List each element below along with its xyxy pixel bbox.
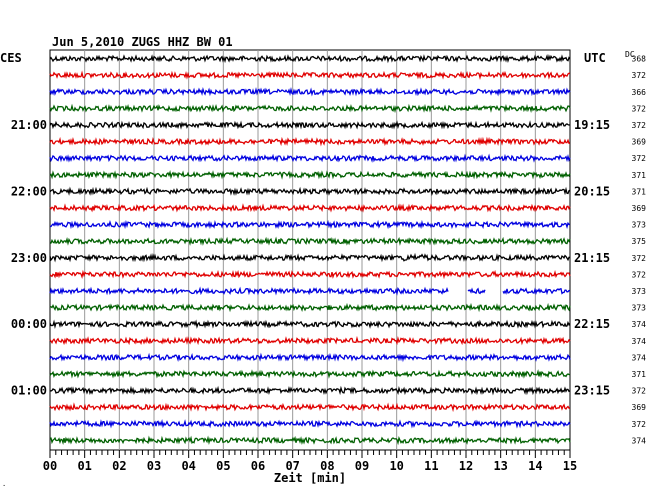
trace-row-4 xyxy=(49,120,571,130)
dc-value: 368 xyxy=(632,55,647,64)
right-time-label: 20:15 xyxy=(574,184,610,198)
trace-row-5 xyxy=(49,136,571,147)
right-time-label: 23:15 xyxy=(574,384,610,398)
dc-value: 375 xyxy=(632,237,647,246)
left-time-label: 22:00 xyxy=(11,184,47,198)
dc-value: 371 xyxy=(632,171,647,180)
x-tick-label: 02 xyxy=(112,459,126,473)
time-labels: 21:00 22:00 23:00 00:00 01:00 19:15 20:15 21:15… xyxy=(11,118,610,398)
dc-value: 369 xyxy=(632,204,647,213)
trace-row-14 xyxy=(49,286,571,296)
x-axis: 00 01 02 03 04 05 06 07 08 09 10 11 12 13 14 15 xyxy=(43,450,577,473)
trace-group xyxy=(49,54,571,446)
dc-value: 372 xyxy=(632,254,647,263)
trace-row-17 xyxy=(49,335,571,346)
x-tick-label: 09 xyxy=(355,459,369,473)
trace-row-15 xyxy=(49,302,571,313)
right-time-label: 19:15 xyxy=(574,118,610,132)
dc-value: 372 xyxy=(632,270,647,279)
trace-row-7 xyxy=(49,169,571,180)
trace-row-21 xyxy=(49,402,571,413)
dc-value: 373 xyxy=(632,304,647,313)
trace-row-10 xyxy=(50,219,571,230)
dc-value: 372 xyxy=(632,104,647,113)
left-axis-label: CES xyxy=(0,51,22,65)
dc-value: 372 xyxy=(632,71,647,80)
dc-value: 373 xyxy=(632,221,647,230)
x-axis-label: Zeit [min] xyxy=(274,471,346,485)
x-tick-label: 03 xyxy=(147,459,161,473)
left-time-label: 23:00 xyxy=(11,251,47,265)
trace-row-16 xyxy=(49,319,571,329)
left-time-label: 01:00 xyxy=(11,384,47,398)
dc-value: 371 xyxy=(632,370,647,379)
trace-row-12 xyxy=(49,252,571,263)
x-tick-label: 06 xyxy=(251,459,265,473)
right-time-label: 22:15 xyxy=(574,317,610,331)
dc-label: DC xyxy=(625,50,635,59)
chart-title: Jun 5,2010 ZUGS HHZ BW 01 xyxy=(52,35,233,49)
left-time-label: 00:00 xyxy=(11,317,47,331)
trace-row-22 xyxy=(49,418,571,429)
x-tick-label: 15 xyxy=(563,459,577,473)
x-tick-label: 00 xyxy=(43,459,57,473)
x-tick-label: 11 xyxy=(424,459,438,473)
trace-row-19 xyxy=(49,369,571,379)
x-tick-label: 07 xyxy=(285,459,299,473)
x-tick-label: 13 xyxy=(493,459,507,473)
dc-value: 374 xyxy=(632,436,647,445)
dc-value: 371 xyxy=(632,187,647,196)
corner-mark: . xyxy=(2,480,6,488)
dc-values: 368 372 366 372 372 369 372 371 371 369 373 375 372 3… xyxy=(632,55,647,446)
x-tick-label: 05 xyxy=(216,459,230,473)
right-axis-label: UTC xyxy=(584,51,606,65)
right-time-label: 21:15 xyxy=(574,251,610,265)
trace-row-8 xyxy=(49,186,571,196)
minute-grid xyxy=(84,50,536,450)
dc-value: 373 xyxy=(632,287,647,296)
trace-row-0 xyxy=(49,54,571,64)
trace-row-2 xyxy=(49,87,571,97)
trace-row-23 xyxy=(49,435,571,446)
trace-row-6 xyxy=(49,153,571,163)
dc-value: 372 xyxy=(632,121,647,130)
trace-row-13 xyxy=(49,269,571,280)
x-tick-label: 10 xyxy=(389,459,403,473)
dc-value: 369 xyxy=(632,403,647,412)
dc-value: 366 xyxy=(632,88,647,97)
x-tick-label: 14 xyxy=(528,459,542,473)
x-tick-label: 01 xyxy=(77,459,91,473)
x-tick-label: 08 xyxy=(320,459,334,473)
trace-row-1 xyxy=(49,70,571,81)
dc-value: 372 xyxy=(632,154,647,163)
dc-value: 369 xyxy=(632,138,647,147)
dc-value: 374 xyxy=(632,320,647,329)
dc-value: 374 xyxy=(632,337,647,346)
trace-row-11 xyxy=(49,236,571,246)
trace-row-18 xyxy=(49,352,571,363)
trace-row-3 xyxy=(49,103,571,114)
x-tick-label: 12 xyxy=(459,459,473,473)
trace-row-9 xyxy=(49,203,571,213)
dc-value: 372 xyxy=(632,387,647,396)
x-tick-label: 04 xyxy=(181,459,195,473)
trace-row-20 xyxy=(49,385,571,396)
dc-value: 372 xyxy=(632,420,647,429)
dc-value: 374 xyxy=(632,353,647,362)
left-time-label: 21:00 xyxy=(11,118,47,132)
